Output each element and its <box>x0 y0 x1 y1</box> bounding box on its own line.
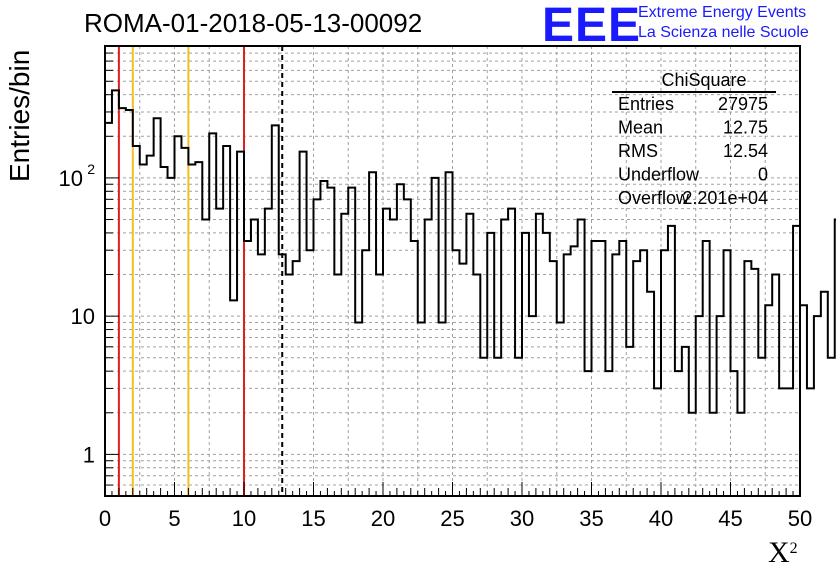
x-tick-label: 35 <box>579 506 603 531</box>
stats-label: Mean <box>618 118 663 138</box>
stats-label: Overflow <box>618 188 690 208</box>
x-tick-label: 45 <box>718 506 742 531</box>
x-tick-label: 50 <box>788 506 812 531</box>
stats-value: 12.75 <box>723 118 768 138</box>
y-tick-label: 10 <box>71 304 95 329</box>
x-tick-label: 10 <box>232 506 256 531</box>
stats-label: Underflow <box>618 165 700 185</box>
eee-logo: EEE <box>542 0 642 52</box>
x-axis-label-base: X <box>768 536 790 569</box>
logo-subtitle-line2: La Scienza nelle Scuole <box>638 24 809 41</box>
x-tick-label: 15 <box>301 506 325 531</box>
x-axis-label-sup: 2 <box>789 540 798 557</box>
chart-title: ROMA-01-2018-05-13-00092 <box>84 8 423 38</box>
marker-lines-layer <box>117 46 284 496</box>
y-tick-label: 1 <box>83 442 95 467</box>
grid-layer <box>105 46 800 496</box>
stats-label: RMS <box>618 141 658 161</box>
y-tick-label-sup: 2 <box>87 161 95 177</box>
stats-box: ChiSquare Entries 27975 Mean 12.75 RMS 12.54 Un… <box>612 70 776 208</box>
stats-value: 27975 <box>718 94 768 114</box>
stats-value: 2.201e+04 <box>682 188 768 208</box>
x-tick-label: 0 <box>99 506 111 531</box>
x-tick-label: 30 <box>510 506 534 531</box>
stats-value: 12.54 <box>723 141 768 161</box>
stats-title: ChiSquare <box>661 70 746 90</box>
y-tick-label: 10 <box>59 166 83 191</box>
x-tick-label: 25 <box>440 506 464 531</box>
x-tick-label: 20 <box>371 506 395 531</box>
x-tick-label: 5 <box>168 506 180 531</box>
logo-subtitle-line1: Extreme Energy Events <box>638 4 807 21</box>
histogram-outline <box>105 89 836 414</box>
x-tick-label: 40 <box>649 506 673 531</box>
x-axis-label: X2 <box>768 536 798 570</box>
stats-value: 0 <box>758 165 768 185</box>
stats-label: Entries <box>618 94 674 114</box>
